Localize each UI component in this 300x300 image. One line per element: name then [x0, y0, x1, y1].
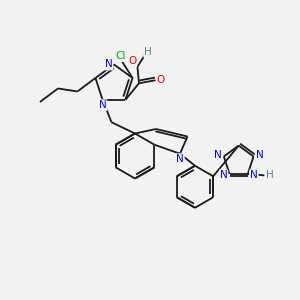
Text: H: H [144, 47, 152, 57]
Text: N: N [176, 154, 184, 164]
Text: N: N [256, 150, 263, 160]
Text: N: N [214, 150, 222, 160]
Text: O: O [128, 56, 136, 66]
Text: N: N [105, 59, 112, 70]
Text: Cl: Cl [116, 51, 126, 61]
Text: N: N [250, 170, 258, 180]
Text: H: H [266, 170, 274, 180]
Text: N: N [99, 100, 106, 110]
Text: O: O [157, 75, 165, 85]
Text: N: N [220, 170, 227, 180]
